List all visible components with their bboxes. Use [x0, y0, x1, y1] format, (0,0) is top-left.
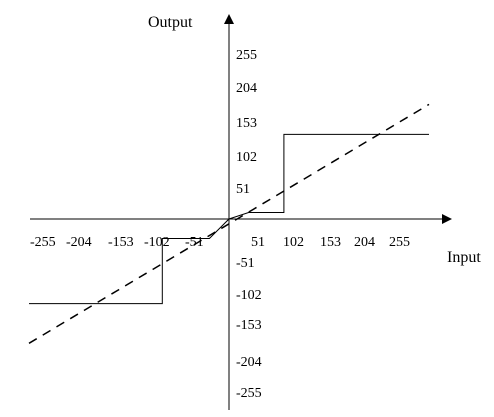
- y-tick-label: 102: [236, 150, 257, 165]
- x-tick-label: 153: [320, 235, 341, 250]
- y-tick-label: -51: [236, 256, 255, 271]
- x-tick-label: 102: [283, 235, 304, 250]
- y-tick-labels: 255 204 153 102 51 -51 -102 -153 -204 -2…: [236, 48, 262, 401]
- x-tick-label: 51: [251, 235, 265, 250]
- x-tick-label: 255: [389, 235, 410, 250]
- x-tick-label: 204: [354, 235, 375, 250]
- y-tick-label: -102: [236, 288, 262, 303]
- y-tick-label: -153: [236, 318, 262, 333]
- y-axis-title: Output: [148, 14, 193, 31]
- x-tick-label: -51: [185, 235, 204, 250]
- x-axis-title: Input: [447, 249, 481, 266]
- x-tick-label: -204: [66, 235, 92, 250]
- y-tick-label: 51: [236, 182, 250, 197]
- y-tick-label: 255: [236, 48, 257, 63]
- x-tick-label: -255: [30, 235, 56, 250]
- y-tick-label: 153: [236, 116, 257, 131]
- x-tick-label: -153: [108, 235, 134, 250]
- y-tick-label: 204: [236, 81, 257, 96]
- x-tick-labels: -255 -204 -153 -102 -51 51 102 153 204 2…: [30, 235, 410, 250]
- y-tick-label: -255: [236, 386, 262, 401]
- y-tick-label: -204: [236, 355, 262, 370]
- x-tick-label: -102: [144, 235, 170, 250]
